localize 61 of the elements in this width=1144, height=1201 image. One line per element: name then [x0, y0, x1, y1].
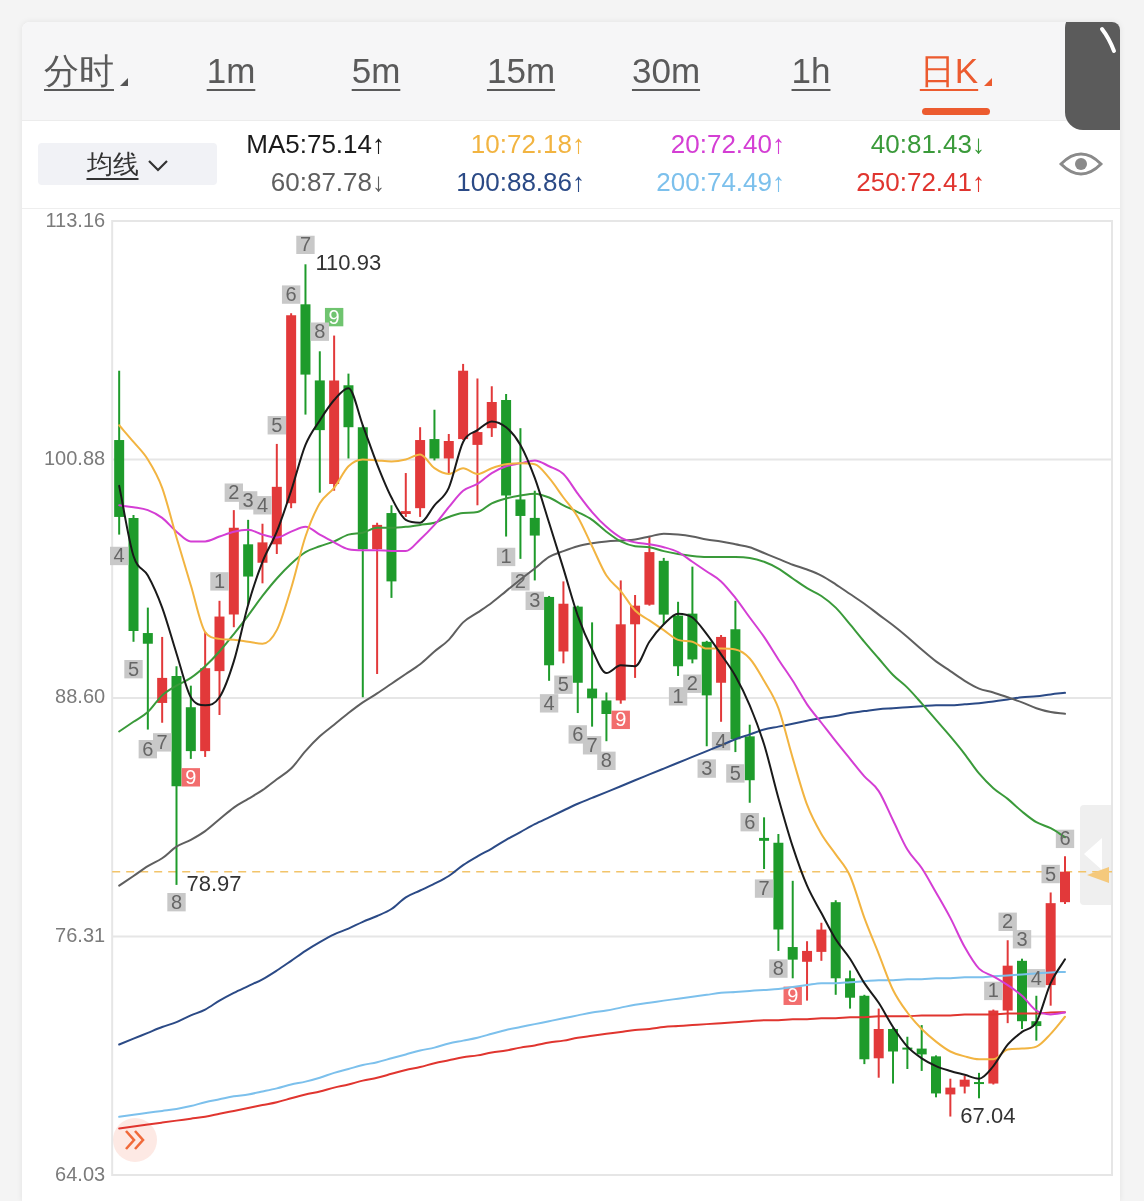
text: 7 [299, 233, 312, 256]
text: 3 [242, 488, 254, 511]
text: 1 [672, 684, 684, 707]
text: 日K [919, 51, 979, 91]
text: 9 [615, 708, 627, 731]
dropdown-button: 均线 [38, 143, 217, 185]
series-label: 7 [586, 733, 598, 756]
text: 60:87.78↓ [269, 166, 385, 199]
text: 20:72.40↑ [669, 128, 785, 161]
series-label: 1 [213, 569, 226, 592]
text: 1 [987, 979, 999, 1002]
y-tick-label: 64.03 [55, 1162, 106, 1185]
y-tick-label: 88.60 [55, 685, 106, 708]
text: 5m [351, 51, 401, 91]
text: 5 [557, 673, 569, 696]
text: 5 [729, 761, 741, 784]
text: 6 [572, 722, 584, 745]
series-label: 6 [142, 737, 154, 760]
text: 15m [486, 51, 556, 91]
candlestick [759, 817, 770, 869]
text: 250:72.41↑ [855, 166, 985, 199]
text: 200:74.49↑ [655, 166, 785, 199]
text: 5 [1045, 862, 1057, 885]
text: 3 [529, 589, 541, 612]
text: 2 [228, 481, 240, 504]
text: 8 [314, 320, 326, 343]
text: 9 [328, 305, 340, 328]
text: 分时 [44, 51, 114, 91]
annotation: 110.93 [315, 250, 382, 276]
text: 1 [500, 545, 512, 568]
y-tick-label: 113.16 [45, 208, 106, 231]
text: 3 [701, 757, 713, 780]
y-tick-label: 76.31 [55, 924, 106, 947]
series-label: 4 [256, 493, 269, 516]
text: 1h [791, 51, 831, 91]
text: 8 [772, 957, 784, 980]
series-label: 3 [1016, 927, 1028, 950]
text: 2 [1002, 910, 1014, 933]
text: MA5:75.14↑ [245, 128, 385, 161]
text: 6 [744, 810, 756, 833]
text: 30m [631, 51, 701, 91]
text: 9 [185, 765, 197, 788]
text: 7 [156, 730, 168, 753]
text: 4 [543, 691, 555, 714]
series-label: 5 [127, 657, 140, 680]
text: 10:72.18↑ [469, 128, 585, 161]
series-label: 9 [787, 984, 799, 1007]
y-tick-label: 100.88 [44, 446, 106, 469]
text: 5 [271, 413, 283, 436]
text: 2 [686, 672, 698, 695]
candlestick [400, 473, 411, 517]
text: 1m [206, 51, 256, 91]
annotation: 78.97 [186, 870, 242, 896]
text: 100:88.86↑ [455, 166, 585, 199]
annotation: 67.04 [960, 1102, 1016, 1128]
series-label: 8 [170, 890, 183, 913]
text: 4 [113, 544, 125, 567]
text: 6 [285, 283, 297, 306]
text: 7 [758, 877, 770, 900]
text: 8 [600, 749, 612, 772]
text: 40:81.43↓ [869, 128, 985, 161]
